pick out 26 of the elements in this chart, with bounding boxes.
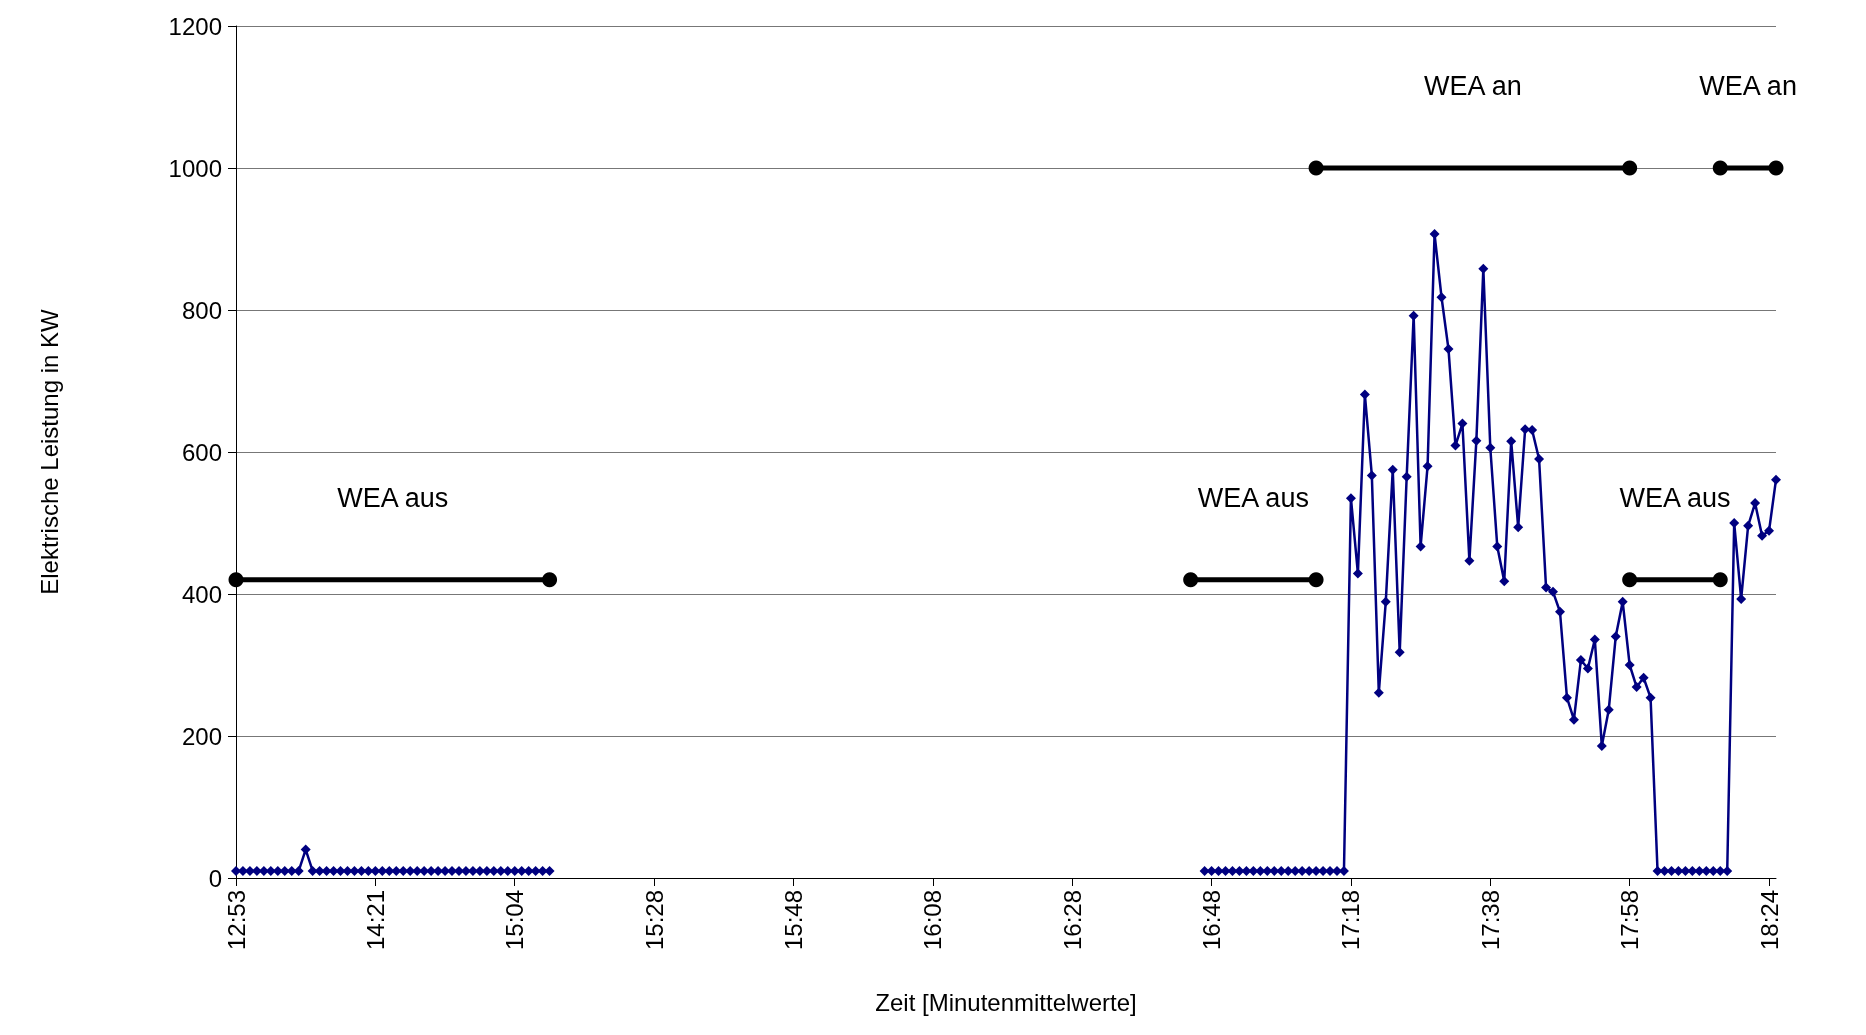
x-tick-label: 17:58: [1616, 890, 1644, 951]
y-tick-label: 1000: [168, 154, 222, 182]
y-tick-label: 200: [181, 722, 222, 750]
x-axis-title: Zeit [Minutenmittelwerte]: [875, 988, 1137, 1016]
x-tick-label: 16:08: [919, 890, 947, 951]
x-tick-label: 16:48: [1198, 890, 1226, 951]
y-tick-label: 800: [181, 296, 222, 324]
x-tick-label: 15:28: [640, 890, 668, 951]
y-tick-label: 0: [208, 864, 222, 892]
x-tick-label: 17:18: [1337, 890, 1365, 951]
y-axis-title: Elektrische Leistung in KW: [35, 308, 63, 595]
text: WEA an: [1699, 71, 1797, 101]
text: WEA aus: [337, 482, 449, 513]
y-tick-label: 400: [181, 580, 222, 608]
x-tick-label: 16:28: [1058, 890, 1086, 951]
x-tick-label: 17:38: [1476, 890, 1504, 951]
x-tick-label: 15:04: [501, 890, 529, 951]
text: WEA an: [1424, 71, 1522, 101]
x-tick-label: 14:21: [361, 890, 389, 951]
y-tick-label: 600: [181, 438, 222, 466]
x-tick-label: 18:24: [1755, 890, 1783, 951]
text: WEA aus: [1619, 482, 1731, 513]
text: WEA aus: [1197, 482, 1309, 513]
y-tick-label: 1200: [168, 12, 222, 40]
x-tick-label: 12:53: [222, 890, 250, 951]
x-tick-label: 15:48: [779, 890, 807, 951]
